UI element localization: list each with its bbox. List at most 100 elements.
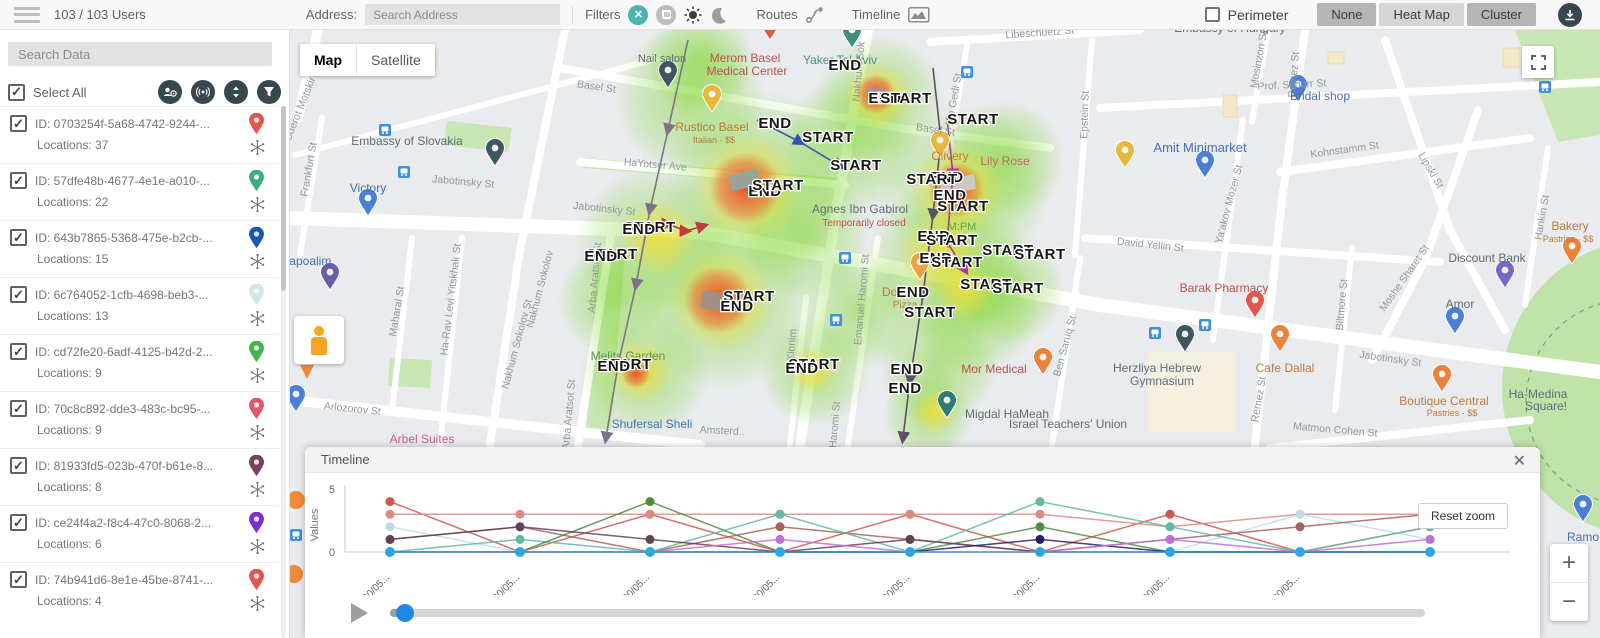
chart-data-point xyxy=(775,534,785,544)
user-checkbox[interactable]: ✓ xyxy=(10,400,27,417)
map-pin[interactable] xyxy=(929,130,951,159)
transit-icon xyxy=(839,252,851,264)
menu-icon[interactable] xyxy=(14,6,40,23)
route-path xyxy=(600,39,689,445)
sidebar-scrollbar[interactable] xyxy=(281,106,286,638)
x-tick-label: 20/05... xyxy=(491,572,522,595)
cluster-icon xyxy=(250,367,265,388)
map-pin[interactable] xyxy=(1244,290,1266,319)
address-label: Address: xyxy=(305,7,358,22)
user-list-item[interactable]: ✓ ID: 74b941d6-8e1e-45be-8741-... Locati… xyxy=(0,562,279,619)
user-checkbox[interactable]: ✓ xyxy=(10,514,27,531)
place-label: Bridal shop xyxy=(1290,89,1350,103)
chart-data-point xyxy=(645,547,655,557)
building-filter-icon[interactable] xyxy=(656,4,677,25)
mode-cluster-button[interactable]: Cluster xyxy=(1466,3,1536,26)
street-label: Prof. Schorr St xyxy=(1257,77,1326,93)
map-pin[interactable] xyxy=(290,384,307,413)
user-list-item[interactable]: ✓ ID: 81933fd5-023b-470f-b61e-8... Locat… xyxy=(0,448,279,505)
place-label: Bakery xyxy=(1551,219,1588,233)
map-pin[interactable] xyxy=(1174,324,1196,353)
sort-icon[interactable] xyxy=(224,80,248,104)
route-endpoint-label: END xyxy=(748,183,781,200)
map-pin[interactable] xyxy=(357,188,379,217)
map-pin[interactable] xyxy=(1572,494,1594,523)
map-pin[interactable] xyxy=(936,390,958,419)
route-endpoint-label: START xyxy=(992,280,1043,297)
perimeter-checkbox[interactable] xyxy=(1204,7,1220,22)
clear-filter-icon[interactable]: ✕ xyxy=(628,4,649,25)
route-endpoint-label: START xyxy=(960,276,1011,293)
chart-data-point xyxy=(1165,534,1175,544)
routes-icon[interactable] xyxy=(805,6,826,24)
user-list-item[interactable]: ✓ ID: 643b7865-5368-475e-b2cb-... Locati… xyxy=(0,220,279,277)
chart-data-point xyxy=(515,534,525,544)
satellite-view-button[interactable]: Satellite xyxy=(371,52,421,68)
map-pin[interactable] xyxy=(1431,364,1453,393)
play-icon[interactable] xyxy=(351,603,368,623)
map-pin[interactable] xyxy=(761,30,780,41)
route-endpoint-label: START xyxy=(982,242,1033,259)
user-list-item[interactable]: ✓ ID: 57dfe48b-4677-4e1e-a010-... Locati… xyxy=(0,163,279,220)
select-all-checkbox[interactable]: ✓ xyxy=(8,83,25,101)
zoom-in-button[interactable]: + xyxy=(1561,549,1576,576)
map-pin[interactable] xyxy=(909,252,931,281)
user-checkbox[interactable]: ✓ xyxy=(10,343,27,360)
map-pin[interactable] xyxy=(1444,306,1466,335)
street-label: Biltmore St xyxy=(1334,279,1350,331)
user-checkbox[interactable]: ✓ xyxy=(10,229,27,246)
user-list-item[interactable]: ✓ ID: 70c8c892-dde3-483c-bc95-... Locati… xyxy=(0,391,279,448)
slider-handle[interactable] xyxy=(396,604,414,622)
map-pin[interactable] xyxy=(657,60,679,89)
map-pin[interactable] xyxy=(319,262,341,291)
pegman-control[interactable] xyxy=(294,316,344,364)
map-pin[interactable] xyxy=(1269,324,1291,353)
heatmap-blob xyxy=(800,250,920,370)
funnel-icon[interactable] xyxy=(257,80,281,104)
moon-icon[interactable] xyxy=(710,6,728,24)
map-view-button[interactable]: Map xyxy=(300,44,357,76)
user-list-item[interactable]: ✓ ID: 6c764052-1cfb-4698-beb3-... Locati… xyxy=(0,277,279,334)
map-pin[interactable] xyxy=(1114,140,1136,169)
route-endpoint-label: START xyxy=(937,198,988,215)
chart-data-point xyxy=(905,547,915,557)
user-checkbox[interactable]: ✓ xyxy=(10,571,27,588)
map-pin[interactable] xyxy=(1287,74,1309,103)
fullscreen-button[interactable] xyxy=(1522,46,1554,78)
map-pin[interactable] xyxy=(1032,347,1054,376)
map-pin[interactable] xyxy=(841,30,863,49)
user-checkbox[interactable]: ✓ xyxy=(10,172,27,189)
chart-data-point xyxy=(1165,547,1175,557)
user-list-item[interactable]: ✓ ID: 0703254f-5a68-4742-9244-... Locati… xyxy=(0,106,279,163)
map-pin[interactable] xyxy=(1561,236,1583,265)
address-search-input[interactable] xyxy=(365,4,561,25)
user-list-item[interactable]: ✓ ID: ce24f4a2-f8c4-47c0-8068-2... Locat… xyxy=(0,505,279,562)
user-checkbox[interactable]: ✓ xyxy=(10,115,27,132)
zoom-out-button[interactable]: − xyxy=(1561,588,1576,615)
search-data-input[interactable] xyxy=(8,42,272,66)
user-filter-icon[interactable] xyxy=(158,80,182,104)
chart-data-point xyxy=(1295,509,1305,519)
map-zoom-control: + − xyxy=(1550,544,1588,621)
timeline-chart-icon[interactable] xyxy=(908,6,930,23)
reset-zoom-button[interactable]: Reset zoom xyxy=(1417,503,1508,529)
place-label: Nail salon xyxy=(638,53,686,65)
user-list-item[interactable]: ✓ ID: cd72fe20-6adf-4125-b42d-2... Locat… xyxy=(0,334,279,391)
map-pin[interactable] xyxy=(1494,260,1516,289)
close-icon[interactable]: ✕ xyxy=(1512,453,1526,470)
broadcast-icon[interactable] xyxy=(191,80,215,104)
user-checkbox[interactable]: ✓ xyxy=(10,457,27,474)
map-pin[interactable] xyxy=(484,138,506,167)
mode-heatmap-button[interactable]: Heat Map xyxy=(1379,3,1464,26)
sun-icon[interactable] xyxy=(684,6,702,24)
timeline-slider[interactable] xyxy=(390,604,1425,622)
download-icon[interactable] xyxy=(1558,2,1582,27)
map-pin[interactable] xyxy=(1194,150,1216,179)
chart-data-point xyxy=(385,534,395,544)
map-pin[interactable] xyxy=(701,84,723,113)
transit-icon xyxy=(290,529,302,541)
mode-none-button[interactable]: None xyxy=(1317,3,1377,26)
x-tick-label: 20/05... xyxy=(621,572,652,595)
user-checkbox[interactable]: ✓ xyxy=(10,286,27,303)
